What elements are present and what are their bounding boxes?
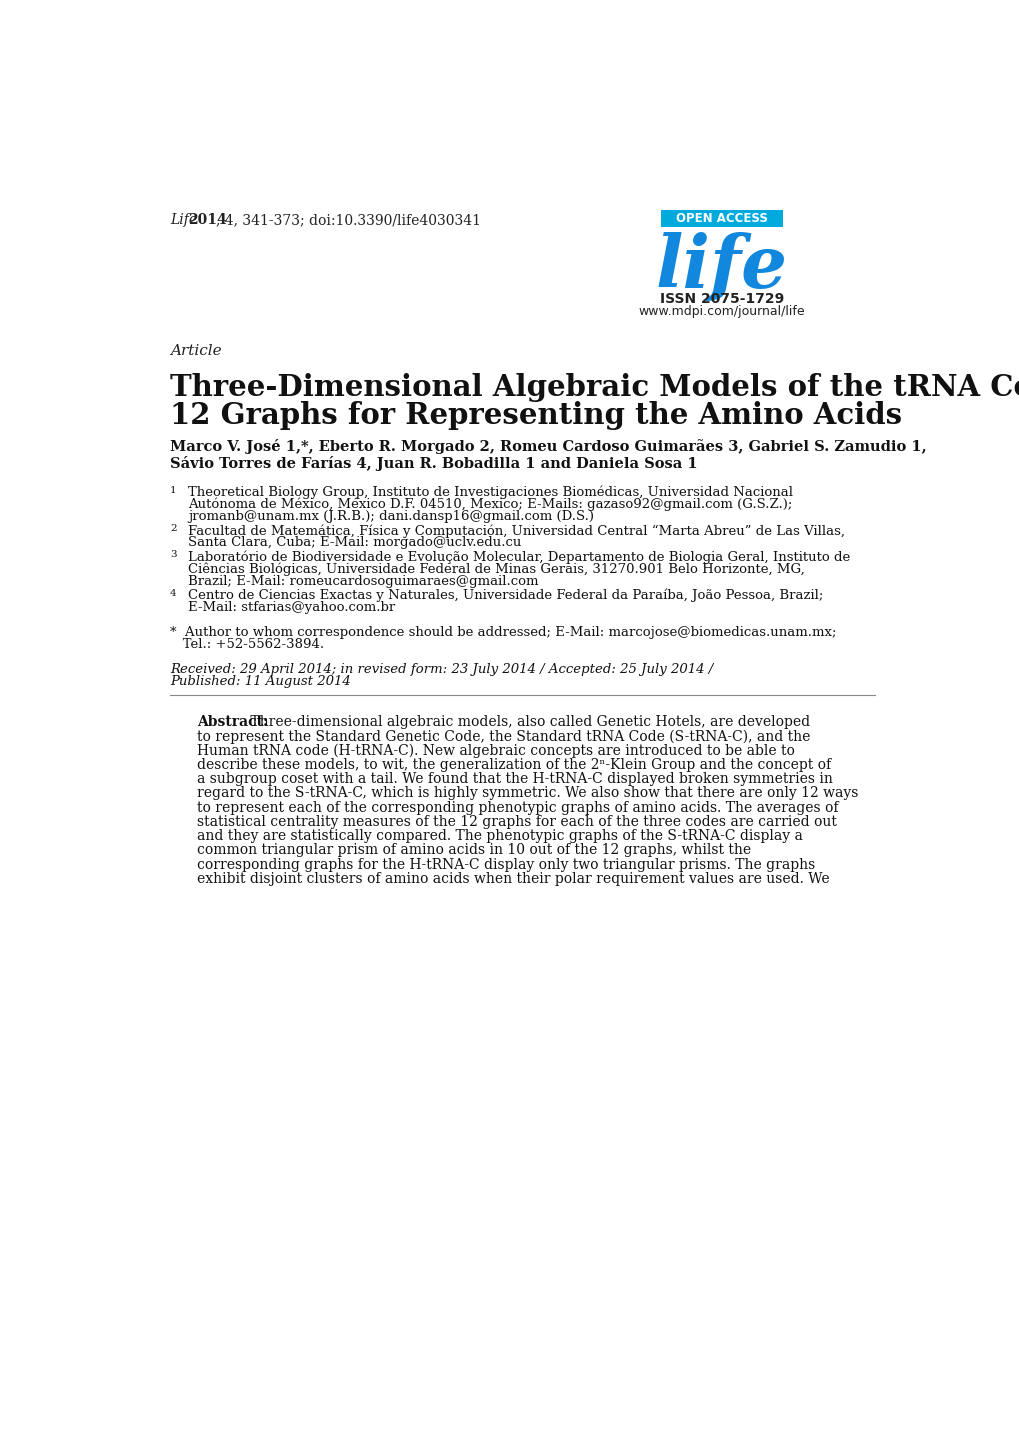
Text: Published: 11 August 2014: Published: 11 August 2014	[170, 675, 351, 688]
Text: Laboratório de Biodiversidade e Evolução Molecular, Departamento de Biologia Ger: Laboratório de Biodiversidade e Evolução…	[187, 551, 850, 564]
Text: Received: 29 April 2014; in revised form: 23 July 2014 / Accepted: 25 July 2014 : Received: 29 April 2014; in revised form…	[170, 663, 712, 676]
Text: common triangular prism of amino acids in 10 out of the 12 graphs, whilst the: common triangular prism of amino acids i…	[197, 844, 751, 858]
Text: Article: Article	[170, 345, 221, 358]
Text: Three-Dimensional Algebraic Models of the tRNA Code and: Three-Dimensional Algebraic Models of th…	[170, 373, 1019, 402]
Text: Autónoma de México, México D.F. 04510, Mexico; E-Mails: gazaso92@gmail.com (G.S.: Autónoma de México, México D.F. 04510, M…	[187, 497, 792, 512]
Text: Abstract:: Abstract:	[197, 715, 268, 730]
Text: to represent the Standard Genetic Code, the Standard tRNA Code (S-tRNA-C), and t: to represent the Standard Genetic Code, …	[197, 730, 810, 744]
Text: life: life	[655, 232, 788, 303]
Text: corresponding graphs for the H-tRNA-C display only two triangular prisms. The gr: corresponding graphs for the H-tRNA-C di…	[197, 858, 815, 871]
Text: www.mdpi.com/journal/life: www.mdpi.com/journal/life	[638, 306, 804, 319]
Text: Marco V. José 1,*, Eberto R. Morgado 2, Romeu Cardoso Guimarães 3, Gabriel S. Za: Marco V. José 1,*, Eberto R. Morgado 2, …	[170, 440, 926, 454]
Text: Ciências Biológicas, Universidade Federal de Minas Gerais, 31270.901 Belo Horizo: Ciências Biológicas, Universidade Federa…	[187, 562, 804, 577]
Text: Life: Life	[170, 213, 197, 226]
Text: 1: 1	[170, 486, 176, 495]
Text: Centro de Ciencias Exactas y Naturales, Universidade Federal da Paraíba, João Pe: Centro de Ciencias Exactas y Naturales, …	[187, 588, 822, 603]
Text: a subgroup coset with a tail. We found that the H-tRNA-C displayed broken symmet: a subgroup coset with a tail. We found t…	[197, 771, 833, 786]
Text: 4: 4	[170, 588, 176, 598]
Text: 2: 2	[170, 523, 176, 534]
Text: 12 Graphs for Representing the Amino Acids: 12 Graphs for Representing the Amino Aci…	[170, 401, 902, 430]
Text: describe these models, to wit, the generalization of the 2ⁿ-Klein Group and the : describe these models, to wit, the gener…	[197, 758, 830, 771]
Text: regard to the S-tRNA-C, which is highly symmetric. We also show that there are o: regard to the S-tRNA-C, which is highly …	[197, 786, 858, 800]
Text: 2014: 2014	[187, 213, 226, 226]
Text: Tel.: +52-5562-3894.: Tel.: +52-5562-3894.	[170, 639, 324, 652]
Text: OPEN ACCESS: OPEN ACCESS	[676, 212, 767, 225]
Text: ISSN 2075-1729: ISSN 2075-1729	[659, 291, 784, 306]
Text: to represent each of the corresponding phenotypic graphs of amino acids. The ave: to represent each of the corresponding p…	[197, 800, 838, 815]
FancyBboxPatch shape	[660, 211, 783, 226]
Text: Three-dimensional algebraic models, also called Genetic Hotels, are developed: Three-dimensional algebraic models, also…	[246, 715, 809, 730]
Text: Sávio Torres de Farías 4, Juan R. Bobadilla 1 and Daniela Sosa 1: Sávio Torres de Farías 4, Juan R. Bobadi…	[170, 457, 697, 472]
Text: and they are statistically compared. The phenotypic graphs of the S-tRNA-C displ: and they are statistically compared. The…	[197, 829, 802, 844]
Text: statistical centrality measures of the 12 graphs for each of the three codes are: statistical centrality measures of the 1…	[197, 815, 837, 829]
Text: , 4, 341-373; doi:10.3390/life4030341: , 4, 341-373; doi:10.3390/life4030341	[216, 213, 480, 226]
Text: jromanb@unam.mx (J.R.B.); dani.dansp16@gmail.com (D.S.): jromanb@unam.mx (J.R.B.); dani.dansp16@g…	[187, 510, 593, 523]
Text: 3: 3	[170, 551, 176, 559]
Text: *  Author to whom correspondence should be addressed; E-Mail: marcojose@biomedic: * Author to whom correspondence should b…	[170, 626, 836, 639]
Text: Santa Clara, Cuba; E-Mail: morgado@uclv.edu.cu: Santa Clara, Cuba; E-Mail: morgado@uclv.…	[187, 536, 521, 549]
Text: exhibit disjoint clusters of amino acids when their polar requirement values are: exhibit disjoint clusters of amino acids…	[197, 872, 829, 885]
Text: Brazil; E-Mail: romeucardosoguimaraes@gmail.com: Brazil; E-Mail: romeucardosoguimaraes@gm…	[187, 575, 538, 588]
Text: Facultad de Matemática, Física y Computación, Universidad Central “Marta Abreu” : Facultad de Matemática, Física y Computa…	[187, 523, 844, 538]
Text: E-Mail: stfarias@yahoo.com.br: E-Mail: stfarias@yahoo.com.br	[187, 601, 394, 614]
Text: Theoretical Biology Group, Instituto de Investigaciones Biomédicas, Universidad : Theoretical Biology Group, Instituto de …	[187, 486, 792, 499]
Text: Human tRNA code (H-tRNA-C). New algebraic concepts are introduced to be able to: Human tRNA code (H-tRNA-C). New algebrai…	[197, 744, 795, 758]
